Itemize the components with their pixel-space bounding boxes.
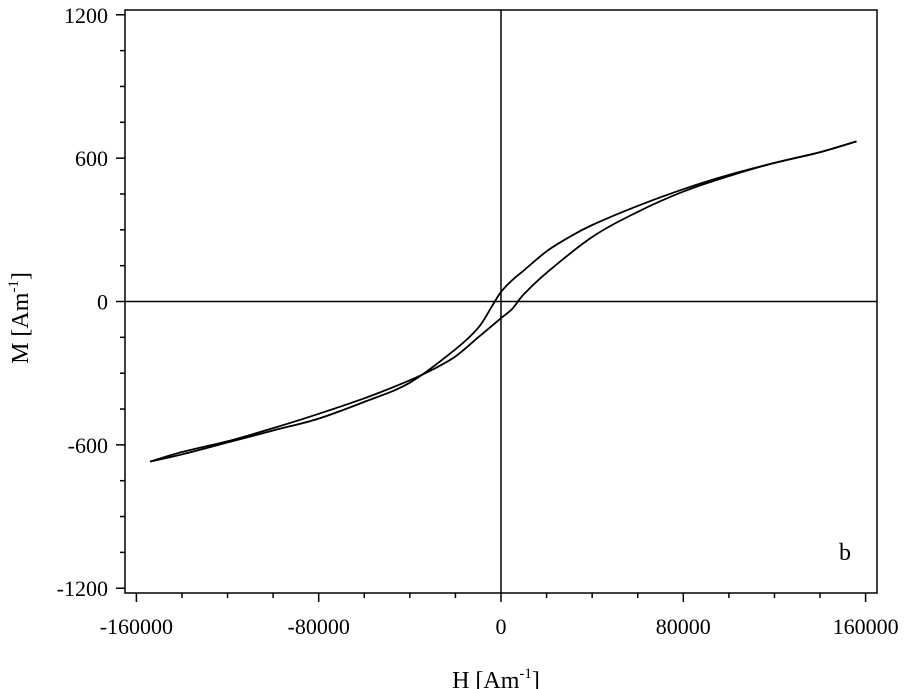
y-tick-label: 600 (75, 146, 108, 171)
series-line-descending-branch (149, 140, 857, 463)
y-tick-label: 0 (97, 290, 108, 315)
x-tick-label: 0 (496, 614, 507, 639)
y-tick-labels: -1200 -600 0 600 1200 (57, 3, 108, 601)
zero-lines (125, 10, 877, 593)
series-layer (149, 140, 857, 463)
x-tick-label: 80000 (656, 614, 711, 639)
y-tick-label: 1200 (64, 3, 108, 28)
y-tick-label: -600 (68, 433, 108, 458)
series-line-ascending-branch (149, 140, 857, 463)
panel-label: b (839, 540, 851, 566)
x-tick-label: 160000 (833, 614, 899, 639)
axis-ticks (116, 14, 867, 602)
x-tick-label: -80000 (288, 614, 350, 639)
x-axis-label: H [Am-1] (452, 666, 540, 689)
x-tick-label: -160000 (100, 614, 173, 639)
y-axis-label: M [Am-1] (6, 272, 34, 364)
y-tick-label: -1200 (57, 576, 108, 601)
x-tick-labels: -160000 -80000 0 80000 160000 (100, 614, 899, 639)
